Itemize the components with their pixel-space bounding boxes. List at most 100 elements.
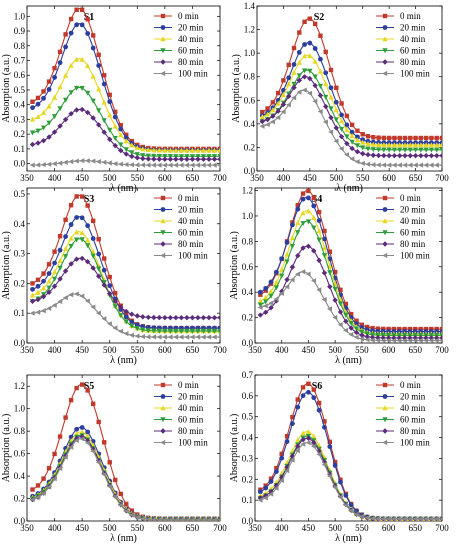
- data-point-100-min-22: [375, 162, 381, 168]
- data-point-60-min-2: [268, 293, 274, 299]
- data-point-40-min-17: [349, 133, 355, 139]
- data-point-80-min-17: [349, 145, 355, 152]
- data-point-40-min-10: [311, 215, 317, 221]
- plot-frame: [254, 187, 443, 344]
- data-point-100-min-20: [140, 162, 145, 168]
- data-point-100-min-27: [178, 162, 184, 168]
- y-tick-label: 0.4: [242, 287, 254, 297]
- data-point-20-min-15: [339, 112, 344, 118]
- data-point-100-min-33: [433, 516, 439, 521]
- data-point-0-min-22: [375, 326, 381, 331]
- series-100-min: [29, 158, 220, 168]
- data-point-0-min-8: [74, 194, 79, 199]
- data-point-20-min-10: [311, 395, 317, 401]
- data-point-60-min-24: [386, 147, 392, 153]
- data-point-60-min-10: [85, 243, 91, 249]
- data-point-0-min-4: [52, 451, 57, 457]
- data-point-80-min-9: [79, 255, 85, 262]
- data-point-80-min-9: [305, 243, 312, 249]
- data-point-legend-100-min-0: [160, 70, 166, 77]
- data-point-100-min-13: [101, 159, 107, 165]
- data-point-40-min-12: [321, 244, 328, 250]
- data-point-legend-80-min-0: [160, 59, 166, 65]
- y-axis-label: Absorption (a.u.): [229, 231, 240, 300]
- data-point-20-min-17: [123, 135, 129, 141]
- chart-S5: 350 400 450 500 550 600 650 700 0.0 0.2 0.4 0.6 0.8 1…: [1, 374, 227, 544]
- data-point-100-min-25: [167, 162, 173, 168]
- data-point-80-min-23: [156, 314, 163, 321]
- data-point-100-min-8: [73, 158, 79, 164]
- data-point-100-min-10: [84, 298, 90, 304]
- data-point-0-min-1: [35, 277, 41, 282]
- data-point-20-min-8: [300, 196, 306, 202]
- data-point-100-min-14: [106, 483, 112, 490]
- data-point-60-min-13: [328, 106, 334, 112]
- data-point-legend-40-min-0: [382, 218, 388, 224]
- data-point-100-min-18: [353, 334, 359, 340]
- data-point-40-min-4: [280, 92, 287, 98]
- data-point-80-min-1: [35, 296, 41, 303]
- data-point-0-min-1: [35, 483, 41, 488]
- y-tick-label: 0.4: [14, 471, 26, 481]
- data-point-100-min-33: [433, 162, 439, 168]
- y-axis-label: Absorption (a.u.): [1, 414, 12, 483]
- data-point-100-min-6: [62, 159, 68, 165]
- data-point-100-min-7: [68, 159, 74, 165]
- x-tick-label: 700: [435, 345, 449, 355]
- data-point-40-min-5: [57, 258, 63, 264]
- plot-area: [257, 188, 442, 343]
- data-point-100-min-21: [145, 162, 151, 168]
- data-point-100-min-12: [322, 119, 328, 125]
- data-point-0-min-3: [46, 79, 52, 84]
- data-point-40-min-7: [296, 59, 302, 65]
- data-point-20-min-0: [257, 289, 263, 295]
- x-tick-label: 550: [355, 345, 369, 355]
- data-point-100-min-25: [167, 517, 173, 521]
- data-point-100-min-4: [51, 161, 57, 167]
- data-point-0-min-2: [41, 89, 46, 94]
- data-point-80-min-7: [295, 443, 301, 449]
- data-point-80-min-18: [354, 148, 361, 155]
- data-point-40-min-19: [134, 144, 140, 150]
- data-point-60-min-11: [317, 83, 324, 89]
- data-point-40-min-34: [439, 142, 442, 148]
- data-point-100-min-5: [57, 465, 63, 472]
- data-point-60-min-7: [295, 230, 301, 236]
- data-point-100-min-30: [195, 517, 201, 521]
- data-point-0-min-33: [434, 326, 439, 332]
- data-point-80-min-21: [145, 156, 152, 162]
- data-point-0-min-26: [397, 135, 402, 141]
- data-point-80-min-19: [359, 332, 365, 338]
- data-point-legend-60-min-0: [382, 417, 388, 423]
- x-tick-label: 450: [303, 173, 317, 183]
- data-point-0-min-15: [338, 477, 343, 482]
- series-40-min: [259, 52, 442, 148]
- data-point-20-min-7: [295, 206, 301, 212]
- data-point-80-min-22: [375, 152, 382, 159]
- data-point-100-min-8: [300, 269, 306, 275]
- data-point-100-min-4: [280, 109, 286, 115]
- x-tick-label: 700: [213, 523, 227, 533]
- x-tick-label: 450: [302, 345, 316, 355]
- data-point-100-min-7: [296, 89, 302, 95]
- data-point-80-min-16: [343, 318, 349, 325]
- data-point-100-min-9: [305, 440, 311, 446]
- data-point-60-min-17: [349, 139, 355, 145]
- data-point-40-min-23: [381, 142, 387, 148]
- data-point-80-min-11: [316, 257, 322, 264]
- x-tick-label: 350: [20, 173, 34, 183]
- data-point-60-min-3: [46, 120, 52, 126]
- legend-label: 40 min: [178, 216, 204, 226]
- data-point-0-min-18: [355, 128, 360, 133]
- data-point-80-min-18: [129, 311, 135, 317]
- legend-label: 40 min: [400, 34, 426, 44]
- data-point-80-min-28: [184, 156, 190, 162]
- data-point-60-min-26: [173, 328, 179, 334]
- data-point-40-min-16: [344, 126, 350, 132]
- data-point-20-min-17: [123, 314, 129, 320]
- data-point-100-min-26: [396, 516, 402, 521]
- data-point-80-min-20: [140, 314, 146, 320]
- data-point-20-min-17: [349, 129, 355, 135]
- data-point-80-min-19: [134, 155, 140, 161]
